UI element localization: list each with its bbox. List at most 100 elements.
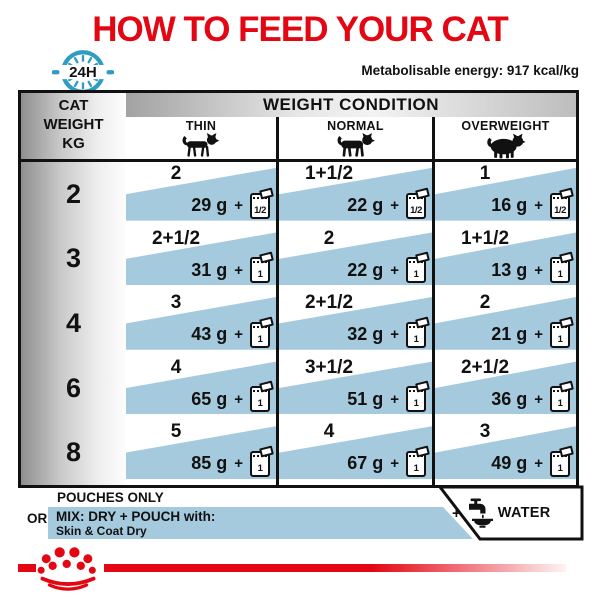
gram-line: 22 g + 1: [347, 251, 430, 284]
clock-label: 24H: [69, 64, 97, 81]
pouch-count: 5: [170, 421, 182, 443]
plus-sign: +: [390, 261, 399, 279]
pouch-fraction: 1: [413, 462, 419, 474]
pouch-count: 2+1/2: [151, 227, 201, 249]
pouch-fraction: 1/2: [254, 204, 266, 216]
cat-weight-header-line: KG: [62, 134, 85, 152]
page-title: HOW TO FEED YOUR CAT: [92, 10, 509, 49]
gram-line: 13 g + 1: [491, 251, 574, 284]
feeding-cell: 1+1/2 22 g + 1/2: [276, 162, 432, 227]
pouch-icon: 1: [406, 380, 430, 413]
pouch-fraction: 1: [257, 333, 263, 345]
mix-line2: Skin & Coat Dry: [56, 524, 147, 538]
grams-value: 51 g: [347, 388, 384, 409]
grams-value: 29 g: [191, 195, 228, 216]
pouch-count: 3+1/2: [304, 356, 354, 378]
pouch-count: 2: [479, 292, 491, 314]
pouch-count: 2: [170, 163, 182, 184]
feeding-cell: 3 49 g + 1: [432, 420, 576, 485]
cat-weight-value: 2: [65, 178, 82, 209]
table-row: 3 2+1/2 31 g + 1 2 22 g +: [21, 226, 576, 292]
overweight-cat-icon: [486, 133, 525, 159]
column-header-overweight: OVERWEIGHT: [432, 117, 576, 159]
plus-sign: +: [390, 455, 399, 473]
thin-cat-icon: [182, 133, 220, 157]
feeding-cell: 2+1/2 31 g + 1: [126, 227, 276, 292]
pouch-fraction: 1: [257, 269, 263, 281]
gram-line: 67 g + 1: [347, 445, 430, 477]
or-label: OR: [27, 511, 48, 526]
table-row: 8 5 85 g + 1 4 67 g +: [21, 420, 576, 485]
column-header-thin: THIN: [126, 117, 276, 159]
water-plus: +: [452, 504, 461, 522]
column-header-normal: NORMAL: [276, 117, 432, 159]
weight-condition-header: WEIGHT CONDITION: [126, 93, 576, 117]
feeding-cell: 1+1/2 13 g + 1: [432, 226, 576, 292]
feeding-cell: 1 16 g + 1/2: [432, 162, 576, 227]
pouch-icon: 1: [550, 251, 574, 284]
pouch-icon: 1: [550, 380, 574, 413]
pouch-icon: 1: [406, 316, 430, 348]
plus-sign: +: [534, 197, 543, 215]
pouch-count: 1+1/2: [304, 163, 354, 184]
normal-cat-icon: [337, 133, 375, 157]
gram-line: 43 g + 1: [191, 316, 274, 348]
gram-line: 36 g + 1: [491, 380, 574, 413]
header-divider: [21, 159, 576, 162]
feeding-cell: 4 65 g + 1: [126, 356, 276, 421]
feeding-cell: 4 67 g + 1: [276, 420, 432, 485]
feeding-cell: 2 22 g + 1: [276, 226, 432, 292]
water-label: WATER: [497, 505, 551, 521]
plus-sign: +: [534, 261, 543, 279]
pouch-fraction: 1: [257, 398, 263, 410]
gram-line: 49 g + 1: [491, 445, 574, 477]
feeding-cell: 2 21 g + 1: [432, 291, 576, 356]
gram-line: 51 g + 1: [347, 380, 430, 413]
pouch-count: 3: [170, 292, 182, 314]
gram-line: 21 g + 1: [491, 316, 574, 348]
pouch-icon: 1: [250, 316, 274, 348]
pouch-icon: 1: [250, 445, 274, 477]
pouch-fraction: 1/2: [410, 204, 422, 216]
pouch-count: 4: [323, 421, 335, 443]
pouch-fraction: 1: [413, 269, 419, 281]
plus-sign: +: [390, 390, 399, 408]
royal-canin-crown-logo: [37, 547, 96, 591]
weight-column-background: [21, 93, 126, 485]
plus-sign: +: [534, 390, 543, 408]
pouch-fraction: 1: [557, 462, 563, 474]
plus-sign: +: [234, 261, 243, 279]
pouch-icon: 1: [550, 316, 574, 348]
pouch-count: 1: [479, 163, 491, 184]
pouch-icon: 1: [406, 251, 430, 284]
cat-weight-value: 3: [65, 243, 82, 274]
pouch-icon: 1/2: [550, 187, 574, 219]
water-content: + WATER: [452, 494, 580, 532]
water-callout: + WATER: [428, 485, 584, 543]
gram-line: 16 g + 1/2: [491, 187, 574, 219]
feeding-cell: 2 29 g + 1/2: [126, 162, 276, 227]
table-row: 6 4 65 g + 1 3+1/2 51 g +: [21, 355, 576, 421]
pouch-fraction: 1: [257, 462, 263, 474]
pouches-only-label: POUCHES ONLY: [57, 490, 164, 505]
grams-value: 32 g: [347, 324, 384, 345]
grams-value: 67 g: [347, 453, 384, 474]
cat-weight-value: 8: [65, 437, 82, 468]
grams-value: 36 g: [491, 388, 528, 409]
cat-weight-value: 4: [65, 307, 82, 338]
grams-value: 49 g: [491, 453, 528, 474]
cat-weight-header: CAT WEIGHT KG: [21, 97, 126, 153]
mix-band: MIX: DRY + POUCH with: Skin & Coat Dry: [48, 507, 473, 539]
mix-line1: MIX: DRY + POUCH with:: [56, 509, 216, 524]
gram-line: 31 g + 1: [191, 251, 274, 284]
plus-sign: +: [234, 326, 243, 344]
grams-value: 21 g: [491, 324, 528, 345]
plus-sign: +: [534, 455, 543, 473]
table-row: 4 3 43 g + 1 2+1/2 32 g +: [21, 291, 576, 356]
gram-line: 85 g + 1: [191, 445, 274, 477]
table-row: 2 2 29 g + 1/2 1+1/2 22 g +: [21, 162, 576, 227]
pouch-count: 2: [323, 227, 335, 249]
water-tap-icon: [468, 498, 493, 528]
pouch-fraction: 1: [557, 269, 563, 281]
